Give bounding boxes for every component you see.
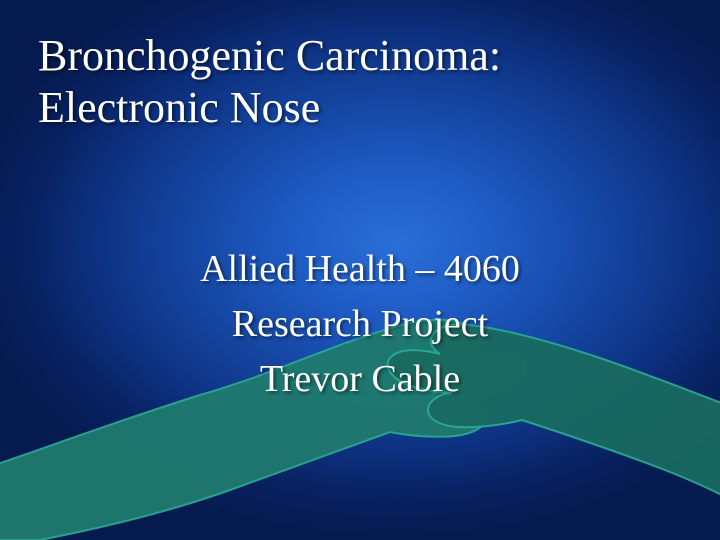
title-line-2: Electronic Nose	[38, 82, 501, 134]
subtitle-line-3: Trevor Cable	[0, 352, 720, 407]
slide-subtitle: Allied Health – 4060 Research Project Tr…	[0, 242, 720, 407]
slide-title: Bronchogenic Carcinoma: Electronic Nose	[38, 30, 501, 134]
presentation-slide: Bronchogenic Carcinoma: Electronic Nose …	[0, 0, 720, 540]
subtitle-line-1: Allied Health – 4060	[0, 242, 720, 297]
title-line-1: Bronchogenic Carcinoma:	[38, 30, 501, 82]
subtitle-line-2: Research Project	[0, 297, 720, 352]
